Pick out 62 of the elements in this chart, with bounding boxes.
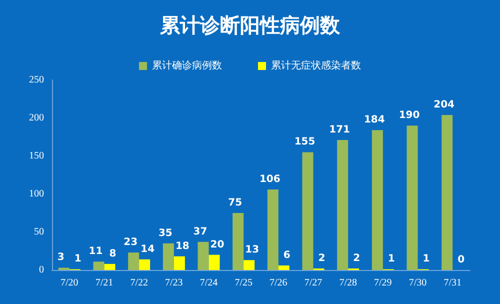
data-label: 23	[124, 237, 138, 248]
y-tick-label: 50	[34, 226, 44, 238]
data-label: 18	[175, 240, 190, 252]
x-tick-label: 7/29	[374, 278, 392, 288]
bar	[244, 260, 255, 270]
y-tick-label: 100	[29, 188, 44, 200]
data-label: 14	[140, 244, 155, 255]
x-tick-label: 7/25	[234, 278, 252, 288]
data-label: 13	[245, 244, 260, 256]
bar	[232, 213, 244, 270]
bar	[174, 256, 185, 270]
bar	[104, 264, 116, 270]
data-label: 37	[193, 226, 208, 238]
x-tick-label: 7/30	[408, 278, 427, 288]
bar	[208, 254, 220, 270]
bar	[267, 189, 278, 270]
x-tick-label: 7/22	[130, 278, 148, 288]
x-tick-label: 7/27	[304, 278, 322, 288]
data-label: 8	[109, 248, 116, 260]
y-tick-label: 250	[29, 74, 44, 86]
bar	[128, 252, 140, 270]
y-tick-label: 0	[39, 264, 44, 276]
data-label: 6	[283, 250, 290, 261]
data-label: 1	[388, 254, 395, 265]
data-label: 106	[259, 174, 280, 185]
x-tick-label: 7/20	[60, 278, 78, 288]
data-label: 1	[422, 254, 430, 265]
x-tick-label: 7/31	[444, 278, 462, 288]
y-tick-label: 150	[29, 150, 44, 162]
bar	[337, 140, 348, 270]
bar	[198, 242, 209, 270]
x-tick-label: 7/26	[270, 278, 288, 288]
data-label: 0	[458, 254, 465, 266]
data-label: 20	[210, 239, 224, 250]
data-label: 75	[228, 198, 242, 208]
x-tick-label: 7/24	[200, 278, 218, 288]
legend-label: 累计无症状感染者数	[271, 60, 361, 72]
data-label: 190	[398, 110, 420, 122]
y-tick-label: 200	[29, 112, 44, 124]
bar	[442, 114, 453, 270]
chart-title: 累计诊断阳性病例数	[159, 13, 341, 37]
bar	[302, 152, 314, 270]
bar	[372, 130, 383, 270]
bar	[139, 259, 150, 270]
data-label: 1	[74, 254, 82, 265]
data-label: 11	[88, 246, 103, 258]
data-label: 155	[294, 136, 316, 148]
bar	[278, 265, 290, 270]
x-tick-label: 7/21	[95, 278, 114, 288]
data-label: 204	[434, 99, 455, 110]
legend-label: 累计确诊病例数	[152, 60, 222, 72]
bar	[93, 262, 104, 270]
bar	[406, 126, 418, 270]
data-label: 35	[158, 228, 172, 239]
bar	[162, 243, 174, 270]
data-label: 171	[329, 124, 350, 136]
data-label: 3	[57, 252, 64, 264]
x-tick-label: 7/23	[165, 278, 183, 288]
data-label: 184	[364, 114, 385, 126]
data-label: 2	[353, 252, 360, 264]
x-tick-label: 7/28	[339, 278, 357, 288]
data-label: 2	[318, 252, 326, 264]
